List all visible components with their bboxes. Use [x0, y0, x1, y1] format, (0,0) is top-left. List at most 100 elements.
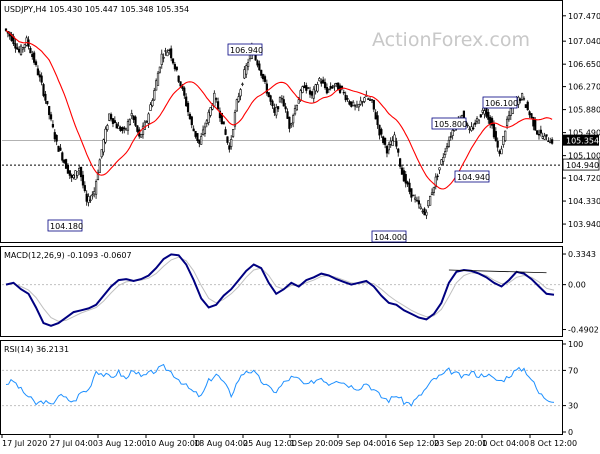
candle-body [337, 82, 340, 91]
candle-body [100, 149, 103, 158]
candle-body [81, 174, 85, 186]
macd-title: MACD(12,26,9) -0.1093 -0.0607 [4, 251, 132, 260]
candle-body [325, 87, 329, 94]
macd-y-tick-label: 0.00 [568, 281, 586, 290]
price-callout-label: 104.940 [457, 173, 490, 182]
candle-body [151, 100, 154, 107]
candle-body [245, 65, 248, 75]
price-callout-box [454, 170, 490, 183]
candle-body [288, 116, 291, 129]
candle-body [496, 140, 499, 148]
candle-body [474, 122, 477, 125]
candle-body [21, 47, 24, 50]
candle-body [275, 106, 278, 116]
candle-body [423, 208, 426, 216]
candle-body [402, 170, 405, 182]
candle-body [38, 74, 41, 78]
candle-body [117, 125, 120, 130]
candle-body [383, 137, 387, 145]
candle-body [164, 50, 167, 52]
price-callout-box [47, 219, 83, 232]
candle-body [104, 128, 107, 143]
candle-body [350, 101, 353, 107]
candle-body [126, 121, 130, 131]
x-tick-label: 17 Jul 2020 [2, 439, 47, 448]
candle-body [66, 164, 70, 174]
candle-body [368, 99, 372, 101]
candle-body [269, 95, 272, 102]
candle-body [425, 211, 428, 216]
candle-body [485, 106, 488, 117]
candle-body [40, 75, 43, 83]
candle-body [123, 127, 126, 130]
candle-body [427, 200, 430, 207]
candle-body [372, 99, 375, 110]
candle-body [361, 101, 364, 103]
candle-body [170, 48, 173, 59]
candle-body [93, 191, 96, 195]
candle-body [352, 101, 355, 106]
candle-body [243, 69, 246, 79]
candle-body [156, 72, 160, 86]
candle-body [415, 199, 419, 202]
candle-body [299, 90, 302, 101]
candle-body [143, 121, 146, 130]
candle-body [48, 106, 51, 116]
candle-body [134, 116, 137, 126]
candle-body [102, 139, 105, 153]
price-callout-box [227, 43, 263, 56]
candle-body [419, 206, 422, 209]
candle-body [153, 90, 156, 101]
candle-body [323, 82, 327, 89]
rsi-y-tick-label: 70 [568, 366, 578, 375]
candle-body [410, 188, 413, 198]
candle-body [262, 73, 265, 80]
candle-body [290, 123, 293, 126]
candle-body [183, 87, 186, 96]
candle-body [51, 124, 55, 128]
candle-body [475, 118, 479, 123]
candle-body [260, 69, 263, 76]
candle-body [256, 60, 259, 66]
candle-body [504, 130, 507, 141]
candle-body [509, 108, 512, 116]
candle-body [417, 200, 420, 205]
candle-body [438, 167, 441, 171]
candle-body [192, 128, 195, 132]
candle-body [228, 145, 231, 150]
candle-body [25, 37, 28, 46]
candle-body [421, 210, 424, 213]
price-callout-box [371, 230, 407, 243]
y-tick-label: 106.270 [568, 83, 600, 92]
candle-body [78, 167, 81, 172]
candle-body [200, 136, 203, 145]
candle-body [498, 150, 501, 154]
candle-body [190, 116, 193, 126]
candle-body [370, 99, 374, 101]
candle-body [239, 89, 242, 97]
candle-body [524, 104, 527, 108]
candle-body [44, 93, 47, 101]
candle-body [293, 108, 297, 115]
candle-body [36, 68, 40, 76]
candle-body [507, 114, 511, 120]
candle-body [393, 134, 396, 142]
candle-body [46, 100, 49, 105]
candle-body [466, 124, 469, 127]
candle-body [434, 176, 437, 188]
candle-body [363, 97, 366, 102]
candle-body [186, 102, 190, 113]
candle-body [346, 98, 349, 100]
candle-body [378, 124, 381, 136]
candle-body [526, 101, 529, 111]
candle-body [541, 136, 544, 139]
candle-body [318, 78, 321, 82]
candle-body [327, 88, 330, 91]
candle-body [487, 112, 490, 120]
candle-body [278, 97, 282, 103]
candle-body [479, 114, 482, 118]
candle-body [162, 57, 165, 59]
x-tick-label: 1 Sep 20:00 [290, 439, 338, 448]
rsi-line [5, 363, 555, 407]
